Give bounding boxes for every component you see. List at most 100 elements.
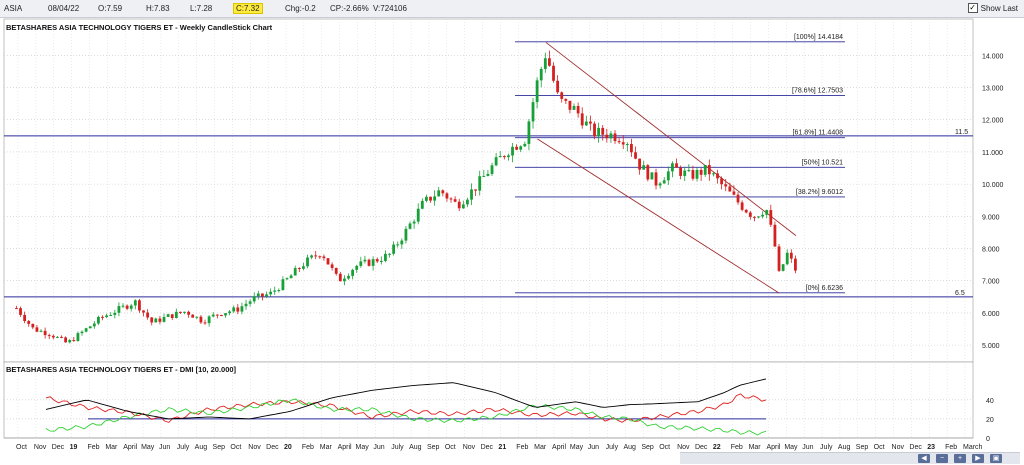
candle-body[interactable]	[293, 268, 297, 276]
candle-body[interactable]	[117, 306, 121, 313]
candle-body[interactable]	[113, 312, 117, 315]
candle-body[interactable]	[162, 316, 166, 322]
candle-body[interactable]	[236, 307, 240, 312]
candle-body[interactable]	[691, 170, 695, 179]
candle-body[interactable]	[314, 255, 318, 257]
candle-body[interactable]	[757, 216, 760, 218]
candle-body[interactable]	[248, 301, 252, 304]
candle-body[interactable]	[228, 311, 232, 314]
candle-body[interactable]	[474, 189, 478, 191]
checkbox-icon[interactable]: ✓	[967, 3, 978, 13]
candle-body[interactable]	[642, 165, 646, 170]
candle-body[interactable]	[695, 169, 699, 179]
candle-body[interactable]	[781, 264, 785, 271]
candle-body[interactable]	[154, 318, 158, 323]
candle-body[interactable]	[281, 279, 285, 291]
candle-body[interactable]	[404, 228, 408, 241]
candle-body[interactable]	[224, 313, 227, 316]
candle-body[interactable]	[625, 143, 629, 145]
candle-body[interactable]	[654, 172, 658, 186]
candle-body[interactable]	[543, 58, 547, 69]
candle-body[interactable]	[166, 314, 170, 317]
candle-body[interactable]	[384, 253, 387, 261]
candle-body[interactable]	[285, 278, 289, 280]
candle-body[interactable]	[568, 100, 572, 110]
candle-body[interactable]	[244, 303, 248, 307]
candle-body[interactable]	[453, 199, 457, 202]
candle-body[interactable]	[507, 155, 510, 158]
candle-body[interactable]	[666, 171, 670, 181]
candle-body[interactable]	[392, 244, 396, 254]
price-panel[interactable]	[3, 18, 974, 363]
candle-body[interactable]	[396, 244, 400, 246]
candle-body[interactable]	[461, 204, 465, 209]
candle-body[interactable]	[724, 184, 728, 187]
candle-body[interactable]	[511, 146, 514, 156]
candle-body[interactable]	[576, 106, 580, 114]
plus-di-line[interactable]	[45, 393, 767, 423]
candle-body[interactable]	[687, 170, 691, 172]
candle-body[interactable]	[289, 275, 293, 279]
candle-body[interactable]	[334, 267, 338, 274]
candle-body[interactable]	[64, 337, 68, 343]
candle-body[interactable]	[470, 189, 473, 200]
candle-body[interactable]	[338, 273, 342, 282]
candle-body[interactable]	[39, 330, 43, 332]
candle-body[interactable]	[375, 259, 379, 262]
candle-body[interactable]	[330, 264, 334, 268]
candle-body[interactable]	[47, 335, 51, 337]
candle-body[interactable]	[617, 141, 621, 143]
candle-body[interactable]	[343, 278, 346, 282]
candle-body[interactable]	[109, 314, 113, 316]
candle-body[interactable]	[252, 296, 256, 302]
candle-body[interactable]	[261, 293, 264, 297]
candle-body[interactable]	[420, 200, 424, 209]
candle-body[interactable]	[56, 336, 59, 338]
candle-body[interactable]	[548, 58, 551, 66]
candle-body[interactable]	[306, 257, 309, 267]
candle-body[interactable]	[605, 134, 609, 139]
candle-body[interactable]	[531, 102, 535, 122]
candle-body[interactable]	[445, 193, 449, 199]
scroll-left-icon[interactable]: ◀	[918, 454, 930, 463]
candle-body[interactable]	[187, 311, 191, 315]
candle-body[interactable]	[601, 127, 605, 135]
channel-upper-line[interactable]	[545, 42, 797, 236]
candle-body[interactable]	[478, 176, 482, 191]
candle-body[interactable]	[785, 252, 789, 265]
candle-body[interactable]	[794, 258, 797, 271]
candle-body[interactable]	[634, 152, 637, 159]
candle-body[interactable]	[15, 308, 18, 310]
candle-body[interactable]	[412, 221, 416, 224]
candle-body[interactable]	[716, 173, 719, 179]
candle-body[interactable]	[408, 223, 412, 229]
candle-body[interactable]	[142, 310, 145, 313]
candle-body[interactable]	[613, 133, 617, 142]
candle-body[interactable]	[556, 80, 560, 93]
candle-body[interactable]	[273, 290, 277, 292]
candle-body[interactable]	[125, 305, 129, 309]
candle-body[interactable]	[355, 265, 359, 270]
candle-body[interactable]	[527, 121, 531, 144]
candle-body[interactable]	[720, 178, 724, 185]
candle-body[interactable]	[621, 142, 625, 145]
candle-body[interactable]	[519, 146, 523, 150]
candle-body[interactable]	[240, 306, 244, 312]
reset-view-icon[interactable]: ▣	[990, 454, 1002, 463]
candle-body[interactable]	[265, 294, 268, 297]
candle-body[interactable]	[60, 336, 63, 338]
show-last-toggle[interactable]: ✓ Show Last	[967, 3, 1018, 13]
candle-body[interactable]	[129, 305, 133, 309]
candle-body[interactable]	[482, 175, 486, 177]
candle-body[interactable]	[351, 269, 355, 276]
channel-lower-line[interactable]	[537, 138, 780, 294]
candle-body[interactable]	[597, 127, 601, 137]
zoom-in-icon[interactable]: +	[954, 454, 966, 463]
candle-body[interactable]	[23, 314, 27, 321]
candle-body[interactable]	[195, 316, 199, 318]
candle-body[interactable]	[773, 224, 777, 247]
candle-body[interactable]	[133, 300, 137, 306]
candle-body[interactable]	[199, 316, 203, 323]
candle-body[interactable]	[97, 316, 100, 324]
candle-body[interactable]	[457, 201, 461, 209]
